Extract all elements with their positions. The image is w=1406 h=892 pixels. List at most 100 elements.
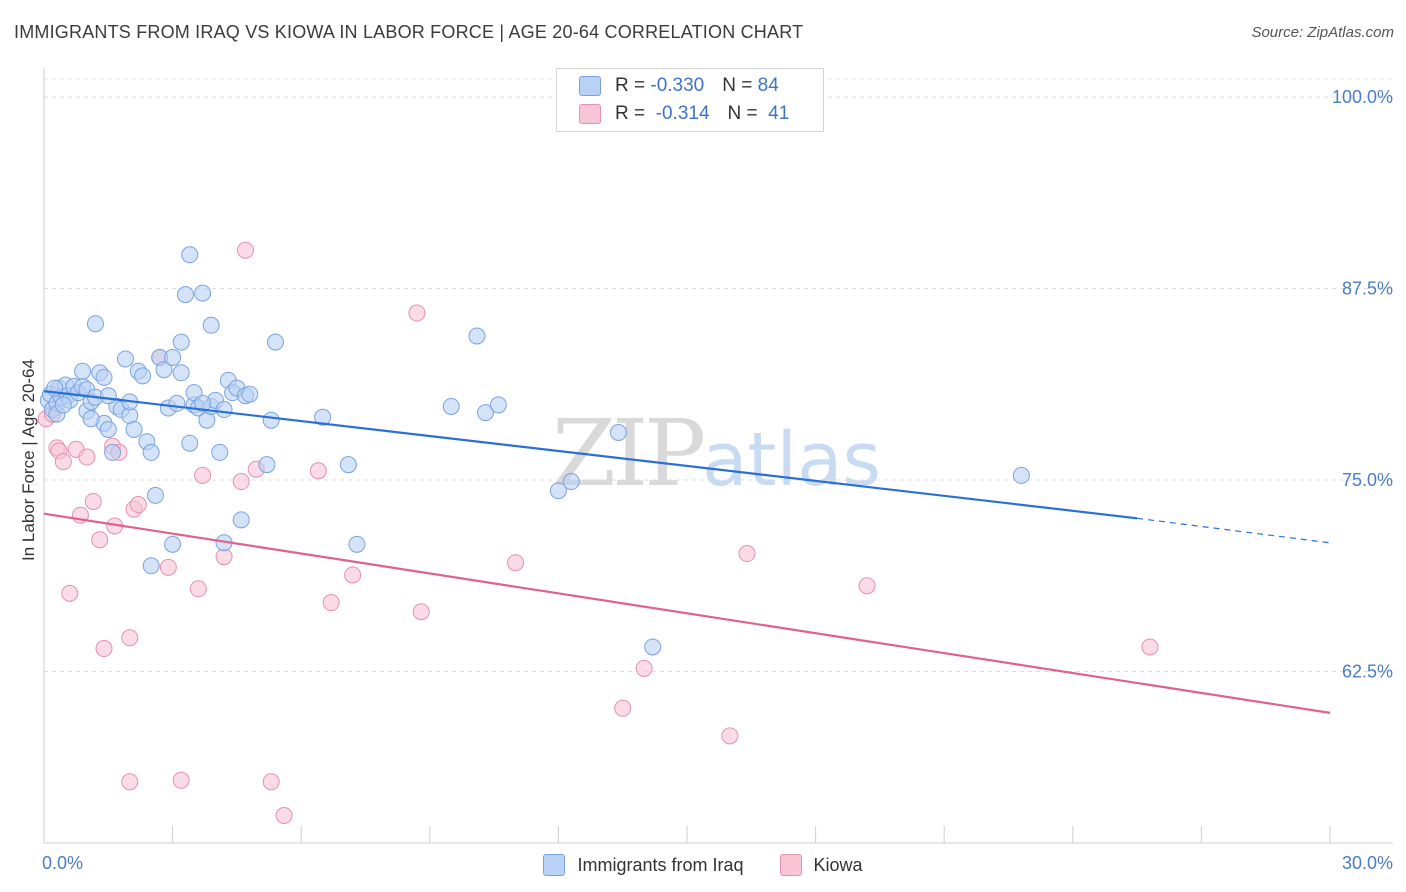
iraq-point xyxy=(134,367,152,385)
chart-title: IMMIGRANTS FROM IRAQ VS KIOWA IN LABOR F… xyxy=(14,22,804,42)
iraq-n-label: N = xyxy=(722,75,758,96)
kiowa-point xyxy=(189,580,207,598)
kiowa-point xyxy=(172,771,190,789)
kiowa-point xyxy=(121,773,139,791)
iraq-point xyxy=(348,535,366,553)
x-tick-label: 30.0% xyxy=(1342,853,1393,873)
tick-labels: 100.0% 87.5% 75.0% 62.5% 0.0% 30.0% xyxy=(42,87,1393,873)
kiowa-point xyxy=(1141,638,1159,656)
iraq-point xyxy=(164,535,182,553)
iraq-point xyxy=(477,404,495,422)
iraq-point xyxy=(194,394,212,412)
kiowa-point xyxy=(275,807,293,825)
iraq-points xyxy=(39,246,1030,656)
iraq-point xyxy=(314,408,332,426)
iraq-point xyxy=(95,368,113,386)
iraq-r-label: R = xyxy=(615,75,651,96)
kiowa-point xyxy=(236,241,254,259)
kiowa-point xyxy=(614,699,632,717)
iraq-point xyxy=(1012,466,1030,484)
iraq-point xyxy=(562,473,580,491)
kiowa-point xyxy=(78,448,96,466)
kiowa-point xyxy=(262,773,280,791)
y-tick-label: 75.0% xyxy=(1342,470,1393,490)
iraq-point xyxy=(82,410,100,428)
iraq-point xyxy=(202,316,220,334)
iraq-point xyxy=(99,387,117,405)
iraq-point xyxy=(168,394,186,412)
kiowa-point xyxy=(91,531,109,549)
kiowa-n-value: 41 xyxy=(762,103,790,124)
iraq-point xyxy=(442,397,460,415)
iraq-point xyxy=(215,401,233,419)
iraq-point xyxy=(468,327,486,345)
iraq-point xyxy=(116,350,134,368)
trend-lines xyxy=(43,390,1331,714)
iraq-point xyxy=(99,420,117,438)
iraq-point xyxy=(172,333,190,351)
iraq-point xyxy=(155,361,173,379)
series-legend: Immigrants from Iraq Kiowa xyxy=(0,852,1406,878)
x-tick-label: 0.0% xyxy=(42,853,83,873)
kiowa-points xyxy=(37,241,1159,825)
iraq-point xyxy=(232,511,250,529)
iraq-point xyxy=(241,385,259,403)
kiowa-point xyxy=(721,727,739,745)
kiowa-point xyxy=(322,594,340,612)
iraq-point xyxy=(86,315,104,333)
y-tick-label: 62.5% xyxy=(1342,662,1393,682)
kiowa-point xyxy=(232,473,250,491)
iraq-point xyxy=(142,557,160,575)
iraq-point xyxy=(54,396,72,414)
legend-iraq-swatch xyxy=(543,854,566,876)
iraq-point xyxy=(194,284,212,302)
iraq-point xyxy=(262,411,280,429)
correlation-legend: R = -0.330 N = 84 R = -0.314 N = 41 xyxy=(556,68,824,132)
iraq-point xyxy=(181,434,199,452)
kiowa-point xyxy=(54,453,72,471)
kiowa-point xyxy=(95,640,113,658)
kiowa-r-label: R = xyxy=(615,103,651,124)
kiowa-point xyxy=(344,566,362,584)
iraq-swatch xyxy=(579,76,601,96)
legend-iraq-label: Immigrants from Iraq xyxy=(577,854,744,875)
legend-kiowa-label: Kiowa xyxy=(813,854,863,875)
kiowa-point xyxy=(408,304,426,322)
iraq-trend-line xyxy=(43,390,1138,520)
iraq-point xyxy=(104,443,122,461)
iraq-point xyxy=(172,364,190,382)
iraq-trend-extension xyxy=(1137,517,1331,544)
kiowa-point xyxy=(121,629,139,647)
axes xyxy=(43,68,1393,844)
iraq-point xyxy=(176,286,194,304)
iraq-n-value: 84 xyxy=(757,75,779,96)
legend-row-iraq: R = -0.330 N = 84 xyxy=(579,73,779,99)
iraq-r-value: -0.330 xyxy=(650,75,705,96)
iraq-point xyxy=(489,396,507,414)
watermark-atlas: atlas xyxy=(702,417,881,503)
kiowa-n-label: N = xyxy=(727,103,763,124)
iraq-point xyxy=(211,443,229,461)
iraq-point xyxy=(181,246,199,264)
kiowa-point xyxy=(738,545,756,563)
kiowa-point xyxy=(309,462,327,480)
kiowa-point xyxy=(858,577,876,595)
iraq-point xyxy=(146,486,164,504)
iraq-point xyxy=(339,456,357,474)
iraq-point xyxy=(266,333,284,351)
kiowa-point xyxy=(412,603,430,621)
legend-row-kiowa: R = -0.314 N = 41 xyxy=(579,101,789,127)
kiowa-point xyxy=(61,584,79,602)
legend-kiowa-swatch xyxy=(779,854,802,876)
kiowa-point xyxy=(635,659,653,677)
y-tick-label: 87.5% xyxy=(1342,279,1393,299)
legend-item-kiowa: Kiowa xyxy=(779,854,863,876)
kiowa-point xyxy=(84,492,102,510)
iraq-point xyxy=(125,420,143,438)
iraq-point xyxy=(609,424,627,442)
grid-lines xyxy=(44,78,1393,672)
source-credit: Source: ZipAtlas.com xyxy=(1251,24,1394,41)
kiowa-point xyxy=(159,558,177,576)
kiowa-r-value: -0.314 xyxy=(650,103,710,124)
